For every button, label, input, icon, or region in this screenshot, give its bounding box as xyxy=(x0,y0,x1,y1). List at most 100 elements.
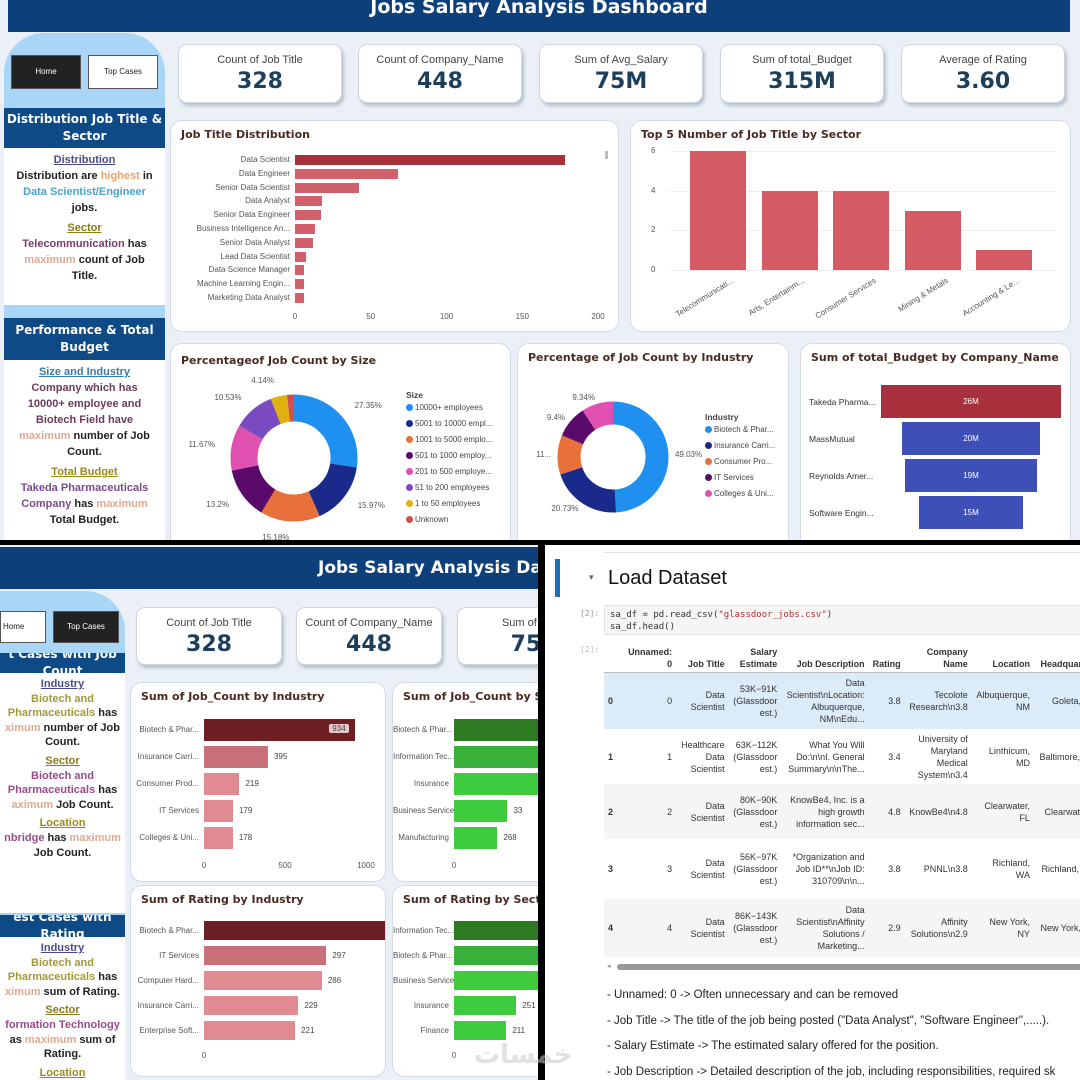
legend-item[interactable]: 10000+ employees xyxy=(406,403,483,412)
home-button[interactable]: Home xyxy=(0,611,46,643)
top-cases-button[interactable]: Top Cases xyxy=(88,55,158,89)
insight-line: Rating. xyxy=(0,1047,125,1062)
percent-label: 9.34% xyxy=(572,392,596,402)
insight-line: maximum count of Job xyxy=(4,252,165,268)
legend-item[interactable]: IT Services xyxy=(705,473,754,482)
size-donut-card: Percentageof Job Count by Size 27.35% 15.… xyxy=(170,343,511,540)
bar xyxy=(204,946,327,965)
chart-title: Sum of Rating by Sector xyxy=(403,893,538,906)
bar xyxy=(454,719,538,741)
table-row[interactable]: 1 1 Healthcare Data Scientist 63K−112K (Gla… xyxy=(604,729,1080,784)
category-label: Data Scientist xyxy=(240,155,290,164)
insight-text: Title. xyxy=(71,270,98,282)
x-tick-label: 200 xyxy=(591,312,605,321)
funnel-bar[interactable]: 15M xyxy=(919,496,1023,529)
gridline xyxy=(671,270,1056,271)
kpi-card: Sum of Avg_Salary 75M xyxy=(539,44,703,103)
table-cell: 1 xyxy=(608,751,614,762)
legend-label: 1001 to 5000 emplo... xyxy=(415,435,493,444)
funnel-bar[interactable]: 20M xyxy=(901,422,1041,455)
legend-item[interactable]: 501 to 1000 employ... xyxy=(406,451,491,460)
category-label: Finance xyxy=(420,1025,449,1035)
insight-text: 10000+ employee and xyxy=(27,398,142,410)
x-tick-label: 1000 xyxy=(357,861,375,870)
collapse-caret-icon[interactable]: ▾ xyxy=(589,572,594,582)
legend-item[interactable]: 5001 to 10000 empl... xyxy=(406,419,492,428)
scrollbar[interactable] xyxy=(605,151,608,159)
legend-item[interactable]: Colleges & Uni... xyxy=(705,489,774,498)
legend-item[interactable]: 1001 to 5000 emplo... xyxy=(406,435,492,444)
table-cell: 86K−143K (Glassdoor est.) xyxy=(728,898,782,957)
category-label: Business Intelligence An... xyxy=(196,224,290,233)
table-cell: University of Maryland Medical System\n3… xyxy=(917,733,968,780)
insight-text: maximum xyxy=(24,254,76,266)
table-row[interactable]: 4 4 Data Scientist 86K−143K (Glassdoor est.… xyxy=(604,898,1080,957)
table-cell: 1 xyxy=(667,751,673,762)
table-cell: 2.9 xyxy=(868,898,905,957)
x-tick-label: 150 xyxy=(515,312,529,321)
table-cell: 4 xyxy=(604,898,624,957)
donut-slice[interactable] xyxy=(230,394,358,522)
insight-line: Distribution are highest in xyxy=(4,168,165,184)
kpi-label: Count of Company_Name xyxy=(305,617,433,629)
donut-slice[interactable] xyxy=(557,401,669,513)
table-cell: KnowBe4, Inc. is a high growth informati… xyxy=(781,784,869,839)
legend-item[interactable]: 201 to 500 employe... xyxy=(406,467,492,476)
table-cell: Clearwater, FL xyxy=(971,784,1034,839)
category-label: Data Science Manager xyxy=(208,265,290,275)
category-label: Biotech & Phar... xyxy=(393,950,453,960)
top-cases-button[interactable]: Top Cases xyxy=(53,611,119,643)
donut-slice[interactable] xyxy=(557,401,669,513)
kpi-card: Count of Job Title 328 xyxy=(136,607,282,665)
scroll-left-icon[interactable]: ◂ xyxy=(607,963,611,970)
data-label: 286 xyxy=(327,975,342,985)
previous-cell[interactable] xyxy=(604,545,1080,553)
legend-dot-icon xyxy=(406,516,413,523)
legend-item[interactable]: Insurance Carri... xyxy=(705,441,775,450)
funnel-bar[interactable]: 19M xyxy=(905,459,1037,492)
category-label: Mining & Metals xyxy=(896,276,950,314)
kpi-label: Count of Job Title xyxy=(166,617,252,629)
legend-item[interactable]: Consumer Pro... xyxy=(705,457,772,466)
bar xyxy=(454,921,538,940)
column-header: Salary Estimate xyxy=(728,640,782,673)
insight-line: Biotech and xyxy=(0,692,125,707)
chart-title: Top 5 Number of Job Title by Sector xyxy=(641,128,862,141)
kpi-card: Count of Company_Name 448 xyxy=(296,607,442,665)
output-area: Unnamed: 0 Job Title Salary Estimate Job De… xyxy=(604,640,1080,1080)
donut-chart xyxy=(557,401,669,513)
donut-slice[interactable] xyxy=(557,401,669,513)
home-button[interactable]: Home xyxy=(11,55,81,89)
bar xyxy=(295,196,323,207)
category-label: Computer Hard... xyxy=(137,975,199,985)
data-label: 297 xyxy=(332,950,346,960)
bar xyxy=(454,946,538,965)
horizontal-scrollbar[interactable] xyxy=(617,964,1080,970)
section-subheading: Total Budget xyxy=(51,466,118,478)
table-cell: New York, NY xyxy=(971,898,1034,957)
legend-dot-icon xyxy=(705,474,712,481)
insight-line: Company has maximum xyxy=(4,496,165,512)
insight-line: Job Count. xyxy=(0,846,125,861)
table-row[interactable]: 2 2 Data Scientist 80K−90K (Glassdoor est.)… xyxy=(604,784,1080,839)
donut-slice[interactable] xyxy=(230,394,358,522)
funnel-bar[interactable]: 26M xyxy=(881,385,1061,418)
legend-item[interactable]: 51 to 200 employees xyxy=(406,483,489,492)
legend-item[interactable]: Biotech & Phar... xyxy=(705,425,774,434)
insight-text: highest xyxy=(100,170,140,182)
insight-text: Biotech and xyxy=(31,692,94,705)
legend-item[interactable]: 1 to 50 employees xyxy=(406,499,480,508)
code-cell[interactable]: sa_df = pd.read_csv("glassdoor_jobs.csv"… xyxy=(604,605,1080,635)
category-label: Senior Data Engineer xyxy=(213,210,291,220)
active-cell-indicator xyxy=(555,559,560,597)
table-row[interactable]: 0 0 Data Scientist 53K−91K (Glassdoor est.)… xyxy=(604,672,1080,729)
category-label: IT Services xyxy=(159,806,199,815)
table-cell: 2 xyxy=(604,784,624,839)
table-row[interactable]: 3 3 Data Scientist 56K−97K (Glassdoor est.)… xyxy=(604,839,1080,898)
category-label: MassMutual xyxy=(809,434,855,444)
table-cell: New York, N xyxy=(1033,898,1080,957)
insight-line: Count. xyxy=(0,735,125,750)
insight-text: maximum xyxy=(19,430,71,442)
donut-slice[interactable] xyxy=(230,394,358,522)
legend-item[interactable]: Unknown xyxy=(406,515,448,524)
